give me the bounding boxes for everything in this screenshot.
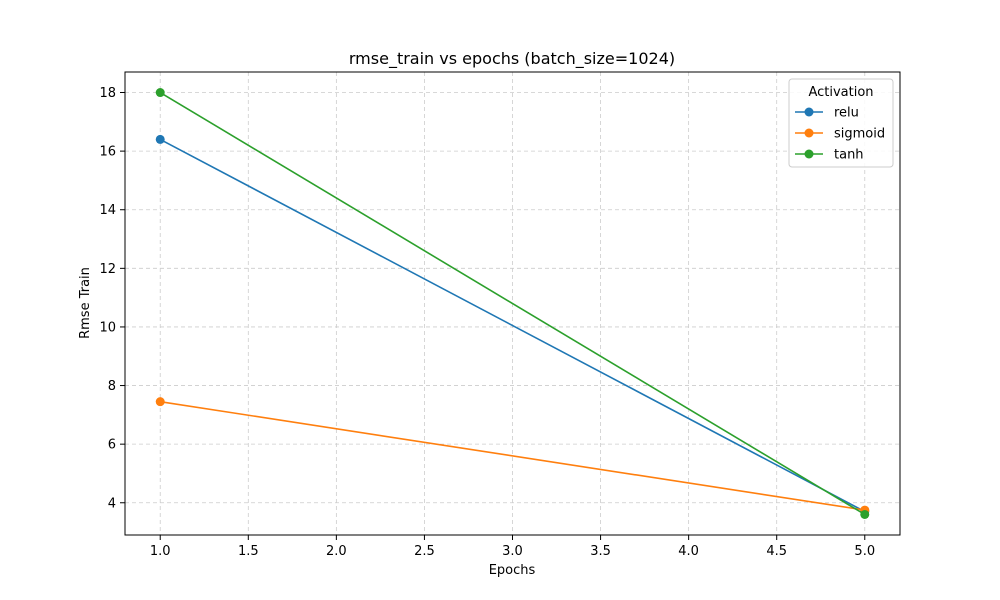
legend-label: relu xyxy=(834,106,859,121)
y-axis-label: Rmse Train xyxy=(78,267,93,339)
y-tick-label: 8 xyxy=(108,379,116,394)
series-tanh xyxy=(155,88,870,519)
x-tick-label: 1.0 xyxy=(150,544,171,559)
x-axis-label: Epochs xyxy=(489,563,536,578)
y-tick-label: 4 xyxy=(108,496,116,511)
y-tick-label: 6 xyxy=(108,438,116,453)
x-tick-label: 2.0 xyxy=(326,544,347,559)
legend-item-sigmoid: sigmoid xyxy=(795,127,885,142)
x-tick-label: 1.5 xyxy=(238,544,259,559)
legend-label: sigmoid xyxy=(834,127,885,142)
y-tick-label: 10 xyxy=(99,320,116,335)
y-tick-label: 18 xyxy=(99,86,116,101)
y-tick-label: 14 xyxy=(99,203,116,218)
x-tick-label: 3.0 xyxy=(502,544,523,559)
legend-label: tanh xyxy=(834,148,864,163)
x-tick-label: 3.5 xyxy=(590,544,611,559)
legend: Activation relu sigmoid tanh xyxy=(788,78,894,168)
y-tick-label: 16 xyxy=(99,145,116,160)
data-point-tanh xyxy=(860,509,870,519)
legend-box xyxy=(788,78,894,168)
legend-marker xyxy=(804,107,814,117)
legend-item-relu: relu xyxy=(795,106,859,121)
series-line-tanh xyxy=(159,91,866,516)
x-axis-ticks: 1.0 1.5 2.0 2.5 3.0 3.5 4.0 4.5 5.0 xyxy=(150,535,875,559)
x-tick-label: 4.0 xyxy=(678,544,699,559)
y-axis-ticks: 4 6 8 10 12 14 16 18 xyxy=(99,86,125,511)
x-tick-label: 5.0 xyxy=(854,544,875,559)
data-point-sigmoid xyxy=(155,397,165,407)
legend-item-tanh: tanh xyxy=(795,148,864,163)
legend-marker xyxy=(804,149,814,159)
x-tick-label: 4.5 xyxy=(766,544,787,559)
legend-marker xyxy=(804,128,814,138)
series-line-sigmoid xyxy=(160,400,865,511)
series-layer xyxy=(155,88,870,519)
chart-title: rmse_train vs epochs (batch_size=1024) xyxy=(349,49,675,69)
legend-title: Activation xyxy=(808,85,873,100)
series-line-relu xyxy=(159,138,866,513)
data-point-tanh xyxy=(155,88,165,98)
data-point-relu xyxy=(155,134,165,144)
x-tick-label: 2.5 xyxy=(414,544,435,559)
y-tick-label: 12 xyxy=(99,262,116,277)
